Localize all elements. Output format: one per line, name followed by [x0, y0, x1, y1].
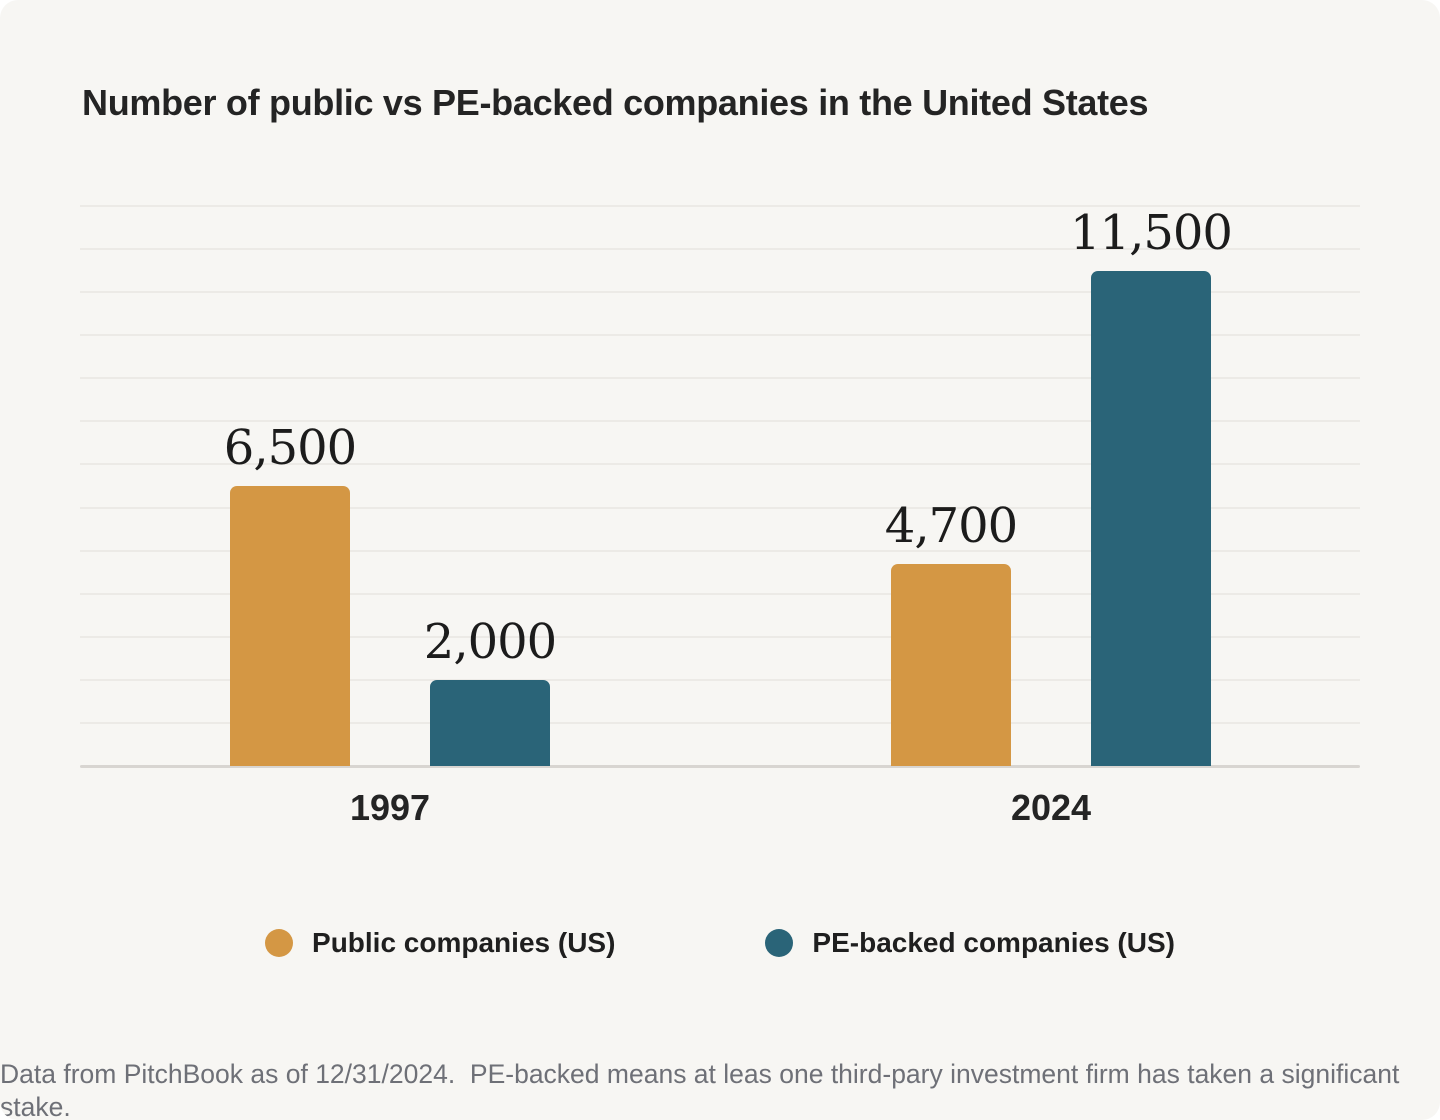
bar-public-1997 [230, 486, 350, 766]
gridline [80, 721, 1360, 724]
gridline [80, 334, 1360, 337]
x-axis-label-1997: 1997 [349, 787, 431, 828]
x-axis-line [80, 765, 1360, 768]
bar-public-2024 [891, 564, 1011, 766]
value-label-pe-2024: 11,500 [1070, 205, 1233, 261]
gridline [80, 635, 1360, 638]
gridline [80, 205, 1360, 207]
gridline [80, 463, 1360, 466]
legend-label-pe: PE-backed companies (US) [812, 927, 1175, 958]
gridline [80, 678, 1360, 681]
gridline [80, 506, 1360, 509]
gridline [80, 291, 1360, 294]
bar-pe-2024 [1091, 271, 1211, 766]
plot-area: 1997 6,500 2,000 2024 4,700 11,500 [80, 205, 1360, 826]
gridline [80, 549, 1360, 552]
chart-title: Number of public vs PE-backed companies … [82, 82, 1149, 123]
gridline [80, 592, 1360, 595]
value-label-public-2024: 4,700 [884, 498, 1018, 554]
legend-item-public: Public companies (US) [265, 927, 615, 959]
gridline [80, 248, 1360, 251]
value-label-pe-1997: 2,000 [423, 614, 557, 670]
legend-item-pe: PE-backed companies (US) [765, 927, 1175, 959]
legend-dot-pe-icon [765, 929, 794, 957]
legend: Public companies (US) PE-backed companie… [0, 927, 1440, 959]
x-axis-label-2024: 2024 [1010, 787, 1092, 828]
bar-pe-1997 [430, 680, 550, 766]
source-note: Data from PitchBook as of 12/31/2024. PE… [0, 1059, 1407, 1120]
legend-dot-public-icon [265, 929, 294, 957]
legend-label-public: Public companies (US) [312, 927, 616, 958]
gridline [80, 377, 1360, 380]
gridline [80, 420, 1360, 423]
value-label-public-1997: 6,500 [223, 420, 357, 476]
